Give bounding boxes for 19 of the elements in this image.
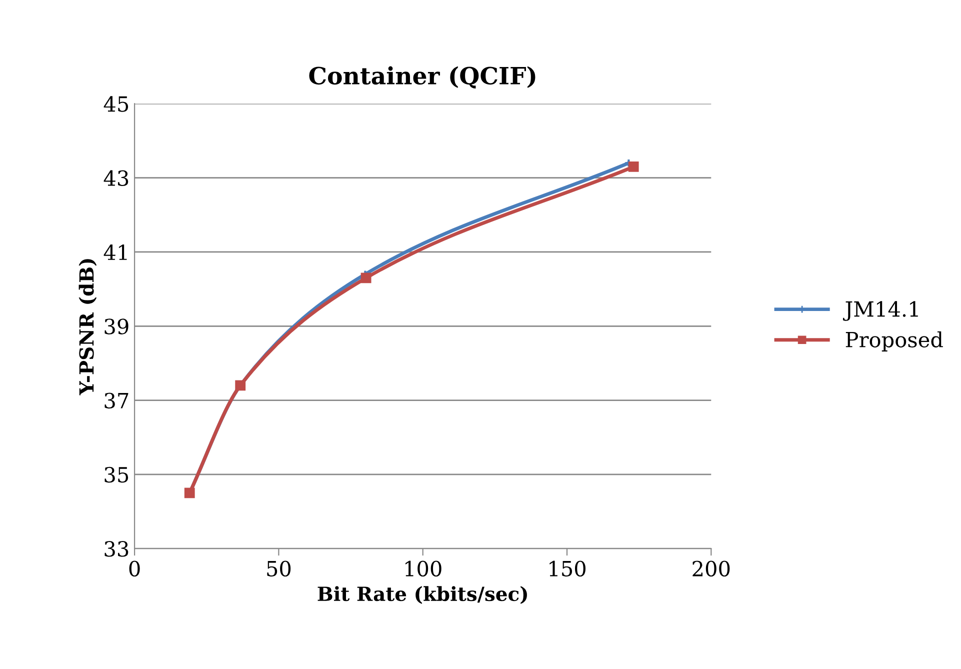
y-tick-label: 45 xyxy=(104,96,128,112)
y-tick-label: 41 xyxy=(104,244,127,260)
point xyxy=(628,162,639,172)
y-tick-label: 39 xyxy=(104,318,128,334)
y-tick-label: 43 xyxy=(104,170,128,186)
point xyxy=(360,272,372,284)
y-tick-label: 37 xyxy=(104,392,128,408)
legend-label: JM14.1 xyxy=(843,301,918,321)
y-tick-label: 35 xyxy=(104,466,128,483)
chart-title: Container (QCIF) xyxy=(309,66,536,89)
x-tick-label: 0 xyxy=(129,560,140,577)
x-tick-label: 200 xyxy=(692,560,730,577)
legend-label: Proposed xyxy=(846,331,943,352)
x-tick-label: 150 xyxy=(550,560,586,577)
x-tick-label: 50 xyxy=(267,560,291,577)
y-tick-label: 33 xyxy=(104,541,128,557)
x-axis-title: Bit Rate (kbits/sec) xyxy=(318,586,527,604)
y-axis-title: Y-PSNR (dB) xyxy=(78,259,97,396)
x-tick-label: 100 xyxy=(406,560,442,577)
